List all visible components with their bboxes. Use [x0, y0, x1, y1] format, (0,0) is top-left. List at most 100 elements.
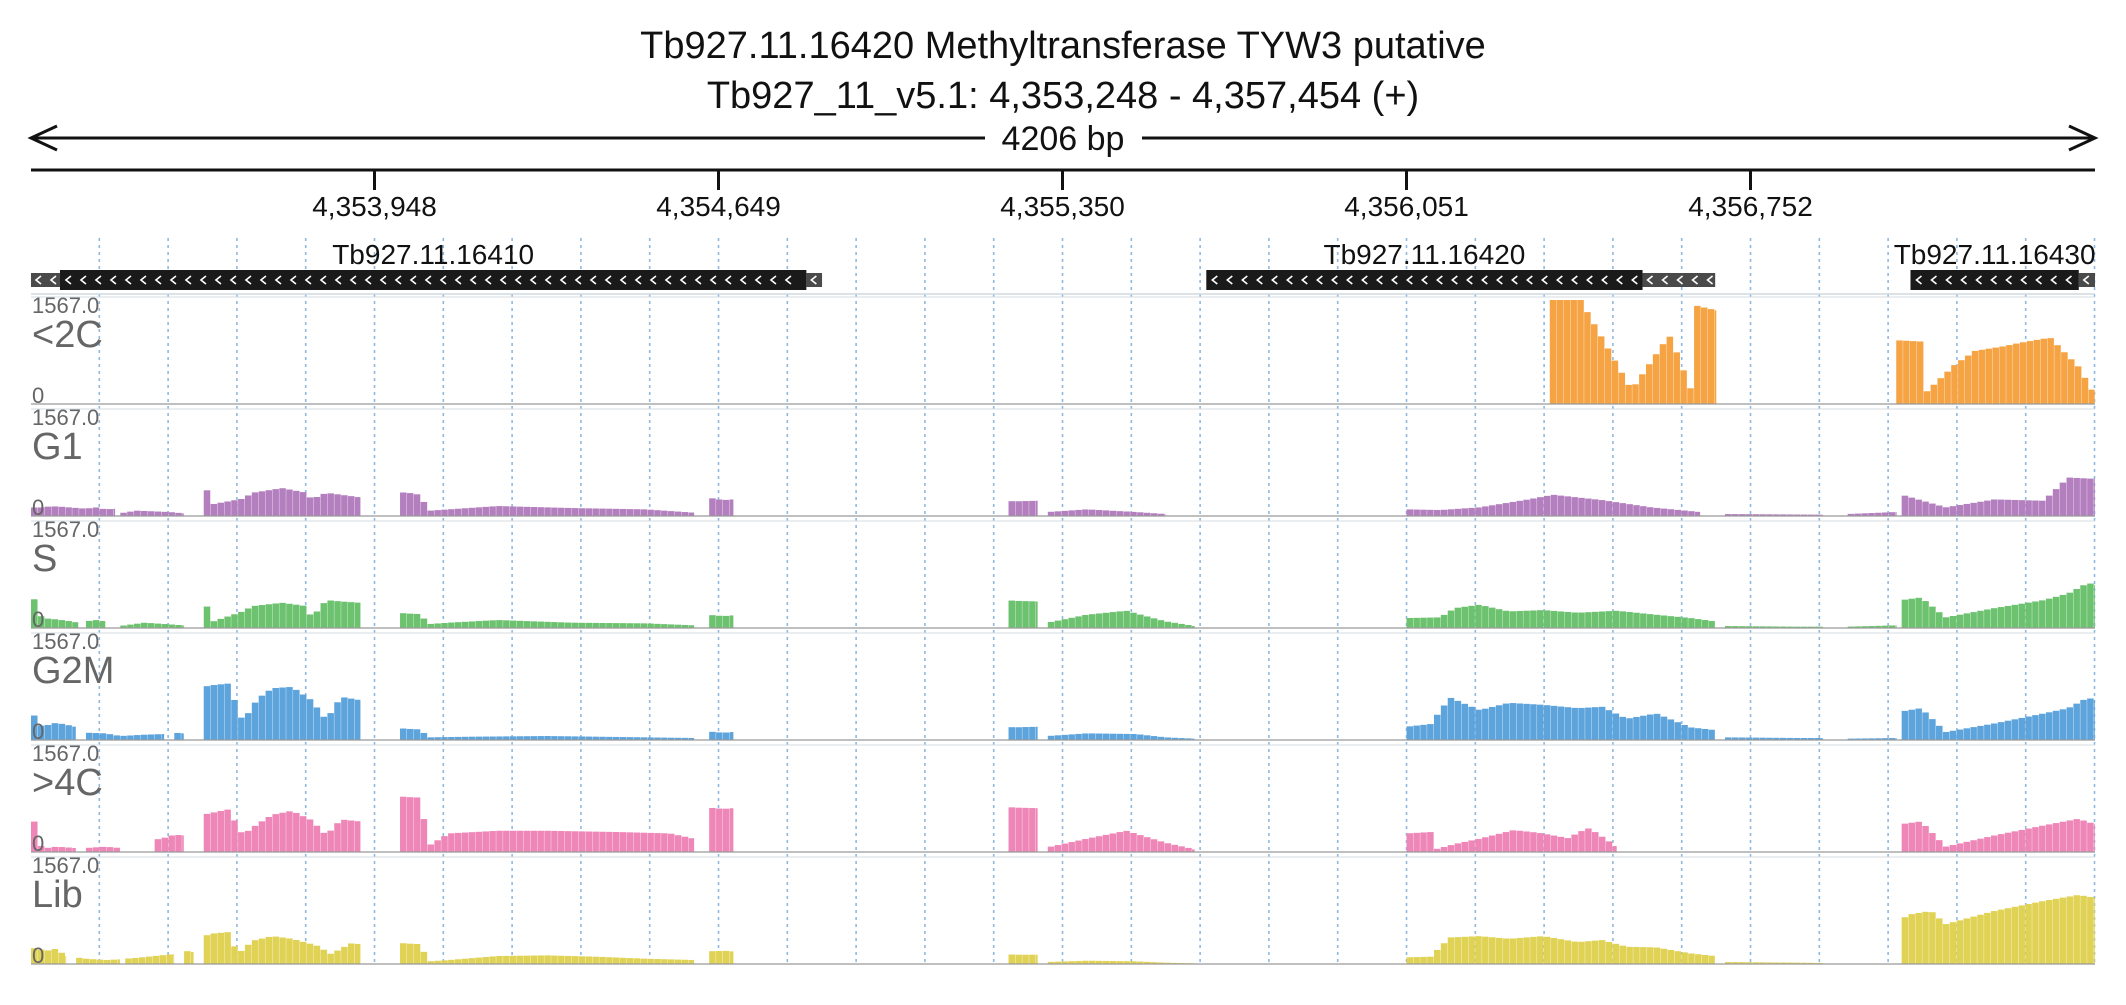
coverage-bar [1922, 501, 1929, 516]
coverage-bar [154, 839, 162, 852]
coverage-bar [313, 825, 321, 852]
coverage-bar [1008, 807, 1016, 852]
coverage-bar [1888, 512, 1896, 516]
coverage-bar [341, 697, 348, 740]
coverage-bar [348, 943, 355, 964]
coverage-bar [2025, 602, 2032, 628]
coverage-bar [106, 734, 114, 740]
coverage-bar [2080, 820, 2087, 852]
coverage-bar [1901, 495, 1909, 516]
coverage-bar [461, 736, 469, 740]
coverage-bar [272, 603, 279, 628]
coverage-bar [1543, 834, 1551, 852]
coverage-bar [448, 509, 455, 516]
strand-chevron [634, 275, 642, 285]
coverage-bar [1015, 600, 1022, 628]
coverage-bar [306, 943, 314, 964]
coverage-bar [1963, 841, 1971, 852]
coverage-bar [1681, 725, 1688, 740]
coverage-bar [654, 833, 661, 852]
coverage-bar [1977, 610, 1984, 628]
coverage-bar [2066, 896, 2074, 964]
coverage-bar [647, 832, 654, 852]
coverage-bar [1949, 730, 1957, 740]
coverage-bar [1592, 499, 1599, 516]
coverage-bar [1406, 509, 1414, 516]
coverage-bar [293, 939, 300, 964]
coverage-bar [1102, 510, 1110, 516]
coverage-bar [420, 501, 428, 516]
coverage-bar [2011, 906, 2019, 964]
coverage-bar [1475, 709, 1482, 740]
coverage-bar [1537, 497, 1544, 516]
coverage-bar [251, 702, 259, 740]
strand-chevron [244, 275, 252, 285]
coverage-bar [258, 605, 266, 628]
coverage-bar [1605, 941, 1613, 964]
strand-chevron [1316, 275, 1323, 285]
strand-chevron [2020, 275, 2027, 285]
coverage-bar [1157, 620, 1165, 628]
coverage-bar [661, 624, 668, 628]
coverage-bar [2087, 583, 2094, 628]
coverage-bar [1984, 500, 1991, 516]
coverage-bar [1786, 514, 1794, 516]
coverage-bar [661, 510, 668, 516]
coverage-bar [1700, 307, 1708, 404]
coverage-bar [1724, 514, 1732, 516]
coverage-bar [413, 943, 421, 964]
coverage-bar [585, 956, 593, 964]
coverage-bar [1854, 626, 1862, 628]
strand-chevron [1975, 275, 1982, 285]
coverage-bar [210, 503, 218, 516]
coverage-bar [1908, 822, 1916, 852]
strand-chevron [124, 275, 132, 285]
coverage-bar [1123, 733, 1130, 740]
coverage-bar [1095, 613, 1103, 628]
coverage-bar [44, 847, 52, 852]
coverage-bar [1537, 833, 1544, 852]
coverage-bar [1949, 922, 1957, 964]
coverage-bar [147, 623, 155, 628]
coverage-bar [1578, 707, 1585, 740]
coverage-bar [231, 614, 238, 628]
coverage-bar [1185, 738, 1192, 740]
coverage-bar [1724, 962, 1732, 964]
coverage-bar [147, 734, 155, 740]
coverage-bar [1482, 506, 1489, 516]
track-ymin-label: 0 [32, 383, 44, 408]
coverage-bar [516, 620, 524, 628]
coverage-bar [1793, 962, 1801, 964]
coverage-bar [441, 737, 448, 740]
coverage-bar [44, 725, 52, 740]
strand-chevron [1586, 275, 1593, 285]
strand-chevron [289, 275, 297, 285]
coverage-bar [1143, 616, 1151, 628]
coverage-bar [523, 955, 531, 964]
coverage-bar [37, 725, 45, 740]
genomic-coordinate-axis: 4,353,948 4,354,649 4,355,350 4,356,051 4,35… [31, 168, 2095, 222]
strand-chevron [619, 275, 627, 285]
coverage-bar [1095, 510, 1103, 516]
coverage-bar [231, 500, 238, 516]
coverage-bar [564, 955, 572, 964]
coverage-bar [1447, 509, 1455, 516]
strand-chevron [1526, 275, 1533, 285]
strand-chevron [1406, 275, 1413, 285]
coverage-bar [1695, 619, 1702, 628]
coverage-bar [448, 622, 455, 628]
coverage-bar [279, 937, 286, 964]
strand-chevron [514, 275, 522, 285]
coverage-bar [1875, 512, 1882, 516]
strand-chevron [379, 275, 387, 285]
coverage-bar [1977, 725, 1984, 740]
coverage-bar [58, 620, 66, 628]
coverage-bar [1701, 954, 1709, 964]
coverage-bar [1793, 514, 1801, 516]
coverage-bar [1468, 507, 1475, 516]
coverage-bar [1929, 503, 1936, 516]
coverage-bar [1171, 737, 1178, 740]
coverage-bar [1029, 601, 1036, 628]
track-ymax-label: 1567.0 [32, 741, 99, 766]
coverage-bar [1646, 614, 1654, 628]
